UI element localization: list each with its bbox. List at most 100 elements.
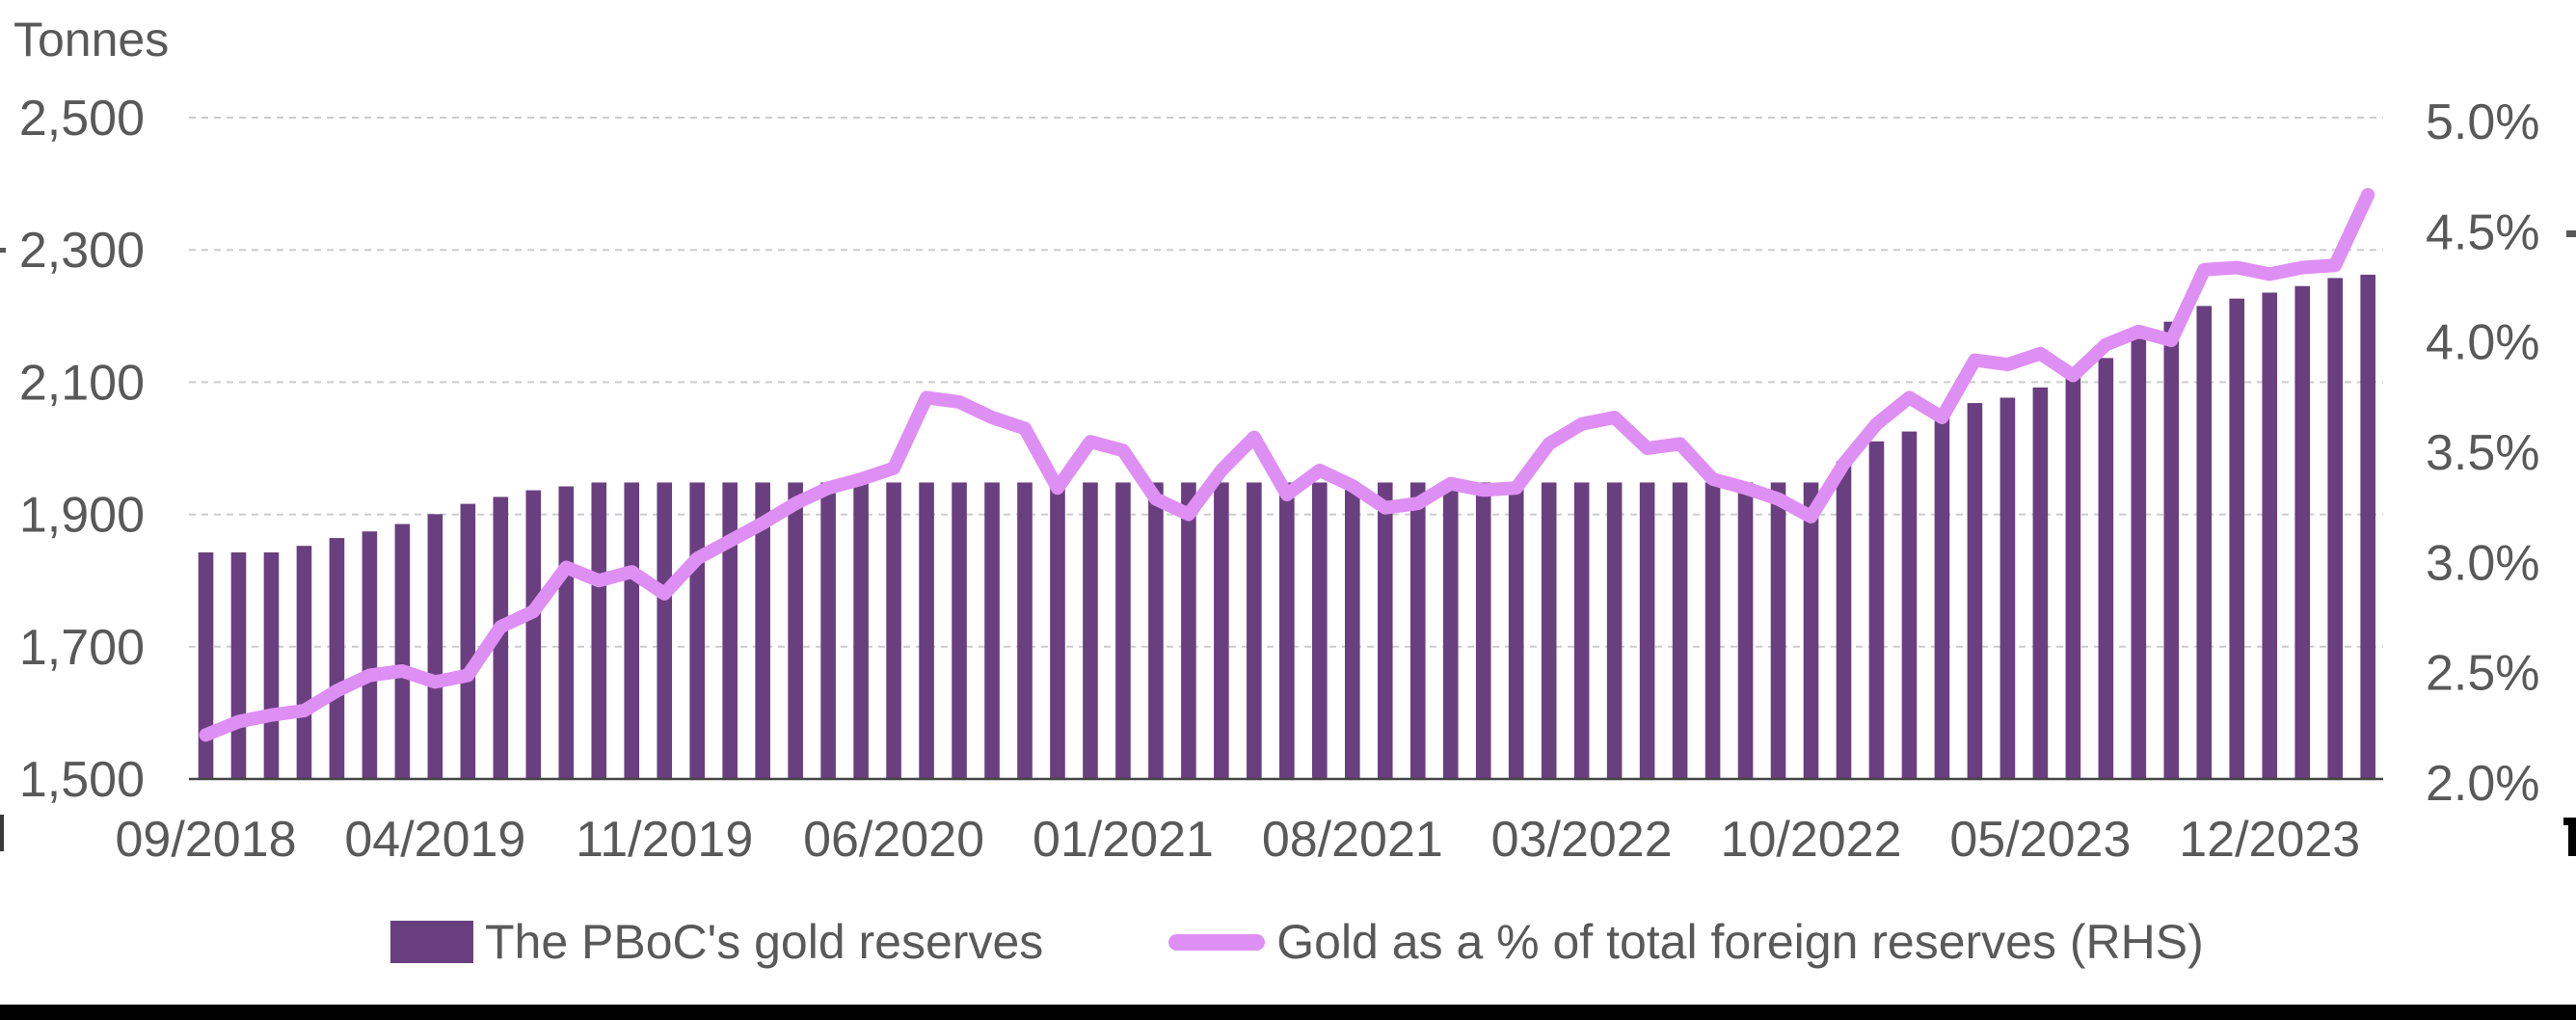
- right-axis-tick-label: 4.0%: [2426, 315, 2540, 371]
- bottom-border-bar: [0, 1005, 2576, 1020]
- gold-reserves-bar: [1279, 482, 1295, 779]
- x-axis-tick-label: 04/2019: [344, 812, 525, 868]
- x-axis-tick-label: 01/2021: [1033, 812, 1214, 868]
- gold-reserves-bar: [394, 523, 411, 779]
- gold-reserves-bar: [1247, 482, 1262, 779]
- crop-artifact-right-bottom-bar: [2563, 818, 2576, 825]
- gold-reserves-bar: [1704, 482, 1721, 779]
- left-axis-tick-label: 2,500: [19, 91, 145, 147]
- gold-reserves-bar: [1345, 482, 1360, 779]
- x-axis-tick-label: 05/2023: [1949, 812, 2131, 868]
- crop-artifact-left-tick: [0, 248, 6, 253]
- gold-reserves-bar: [1999, 397, 2016, 779]
- gold-reserves-bar: [1181, 482, 1196, 779]
- gold-reserves-bar: [1214, 482, 1229, 779]
- gold-reserves-bar: [591, 482, 607, 779]
- gold-reserves-bar: [1967, 403, 1983, 779]
- x-axis-tick-label: 09/2018: [116, 812, 297, 868]
- gold-reserves-bar: [558, 486, 575, 779]
- gold-reserves-bar: [1115, 482, 1131, 779]
- gold-reserves-bar: [1312, 482, 1328, 779]
- crop-artifact-right-dash: [2566, 230, 2576, 237]
- legend-label-line-series: Gold as a % of total foreign reserves (R…: [1276, 915, 2204, 969]
- gold-reserves-bar: [427, 514, 443, 779]
- gold-reserves-bar: [755, 482, 770, 779]
- gold-reserves-bar: [1672, 482, 1688, 779]
- left-axis-tick-label: 1,900: [19, 488, 145, 544]
- gold-reserves-bar: [657, 482, 673, 779]
- left-axis-tick-label: 2,300: [19, 223, 145, 279]
- gold-reserves-bar: [1050, 482, 1065, 779]
- gold-reserves-bar: [1508, 482, 1524, 779]
- gold-reserves-bar: [820, 482, 836, 779]
- gold-reserves-bar: [2032, 387, 2049, 779]
- gold-reserves-bar: [1083, 482, 1098, 779]
- gold-reserves-bar: [2262, 292, 2278, 779]
- legend-item-line-series: Gold as a % of total foreign reserves (R…: [1168, 914, 2204, 970]
- gold-reserves-bar: [362, 531, 378, 779]
- gold-reserves-bar: [722, 482, 738, 779]
- gold-reserves-bar: [2131, 338, 2147, 779]
- gold-share-line: [199, 188, 2375, 742]
- gold-reserves-bar: [624, 482, 640, 779]
- gold-reserves-bar: [1017, 482, 1033, 779]
- gold-reserves-bar: [1737, 482, 1754, 779]
- left-axis-tick-label: 2,100: [19, 355, 145, 411]
- x-axis-tick-label: 10/2022: [1721, 812, 1902, 868]
- gold-reserves-bar: [525, 490, 542, 779]
- gold-reserves-bar: [952, 482, 967, 779]
- gold-reserves-bar: [2163, 321, 2180, 779]
- gold-reserves-bar: [984, 482, 1000, 779]
- right-axis-tick-label: 2.5%: [2426, 646, 2540, 702]
- gold-reserves-bar: [1934, 415, 1950, 779]
- gold-reserves-bar: [2294, 285, 2311, 779]
- bar-series-swatch-icon: [390, 921, 473, 963]
- gold-reserves-bar: [263, 551, 280, 779]
- gold-reserves-bar: [919, 482, 934, 779]
- left-axis-tick-label: 1,500: [19, 752, 145, 808]
- chart-legend: The PBoC's gold reserves Gold as a % of …: [390, 914, 2204, 970]
- gold-reserves-bar: [2360, 274, 2375, 779]
- gold-reserves-bar: [2327, 278, 2343, 780]
- right-axis-tick-label: 5.0%: [2426, 94, 2540, 150]
- x-axis-tick-label: 12/2023: [2179, 812, 2360, 868]
- x-axis-tick-label: 08/2021: [1262, 812, 1443, 868]
- gold-reserves-bar: [1148, 482, 1164, 779]
- gold-reserves-bar: [1409, 482, 1426, 779]
- x-axis-tick-label: 03/2022: [1491, 812, 1673, 868]
- gold-reserves-bar: [1639, 482, 1655, 779]
- gold-reserves-bar: [1541, 482, 1557, 779]
- gold-reserves-bar: [1442, 482, 1459, 779]
- left-axis-tick-label: 1,700: [19, 620, 145, 676]
- crop-artifact-right-bottom-stem: [2568, 825, 2576, 856]
- x-axis-tick-label: 11/2019: [576, 812, 753, 868]
- gold-reserves-bar: [460, 503, 476, 779]
- gold-reserves-bar: [329, 538, 345, 779]
- gold-reserves-bar: [1901, 431, 1918, 779]
- gold-reserves-bar: [1868, 441, 1885, 779]
- gold-reserves-bar: [1573, 482, 1590, 779]
- right-axis-tick-label: 3.5%: [2426, 425, 2540, 481]
- gold-reserves-bar: [788, 482, 803, 779]
- gold-reserves-bar: [230, 551, 247, 779]
- gold-reserves-bar: [296, 546, 312, 779]
- gold-reserves-bar: [1606, 482, 1623, 779]
- gold-reserves-bar: [1475, 482, 1491, 779]
- gold-reserves-bar: [2229, 298, 2245, 779]
- gold-reserves-bar: [1770, 482, 1786, 779]
- gold-reserves-bar: [1377, 482, 1393, 779]
- right-axis-tick-label: 2.0%: [2426, 756, 2540, 812]
- right-axis-tick-label: 3.0%: [2426, 535, 2540, 591]
- gold-reserves-bar: [689, 482, 705, 779]
- crop-artifact-left-bottom: [0, 815, 4, 851]
- gold-reserves-bar: [853, 482, 869, 779]
- legend-label-bar-series: The PBoC's gold reserves: [485, 915, 1044, 969]
- gold-reserves-bar: [1836, 461, 1852, 779]
- right-axis-tick-label: 4.5%: [2426, 204, 2540, 260]
- left-axis-title: Tonnes: [13, 13, 170, 67]
- gold-reserves-bar: [2196, 306, 2213, 779]
- gold-reserves-bar: [2065, 373, 2081, 779]
- gold-reserves-bar: [1803, 482, 1819, 779]
